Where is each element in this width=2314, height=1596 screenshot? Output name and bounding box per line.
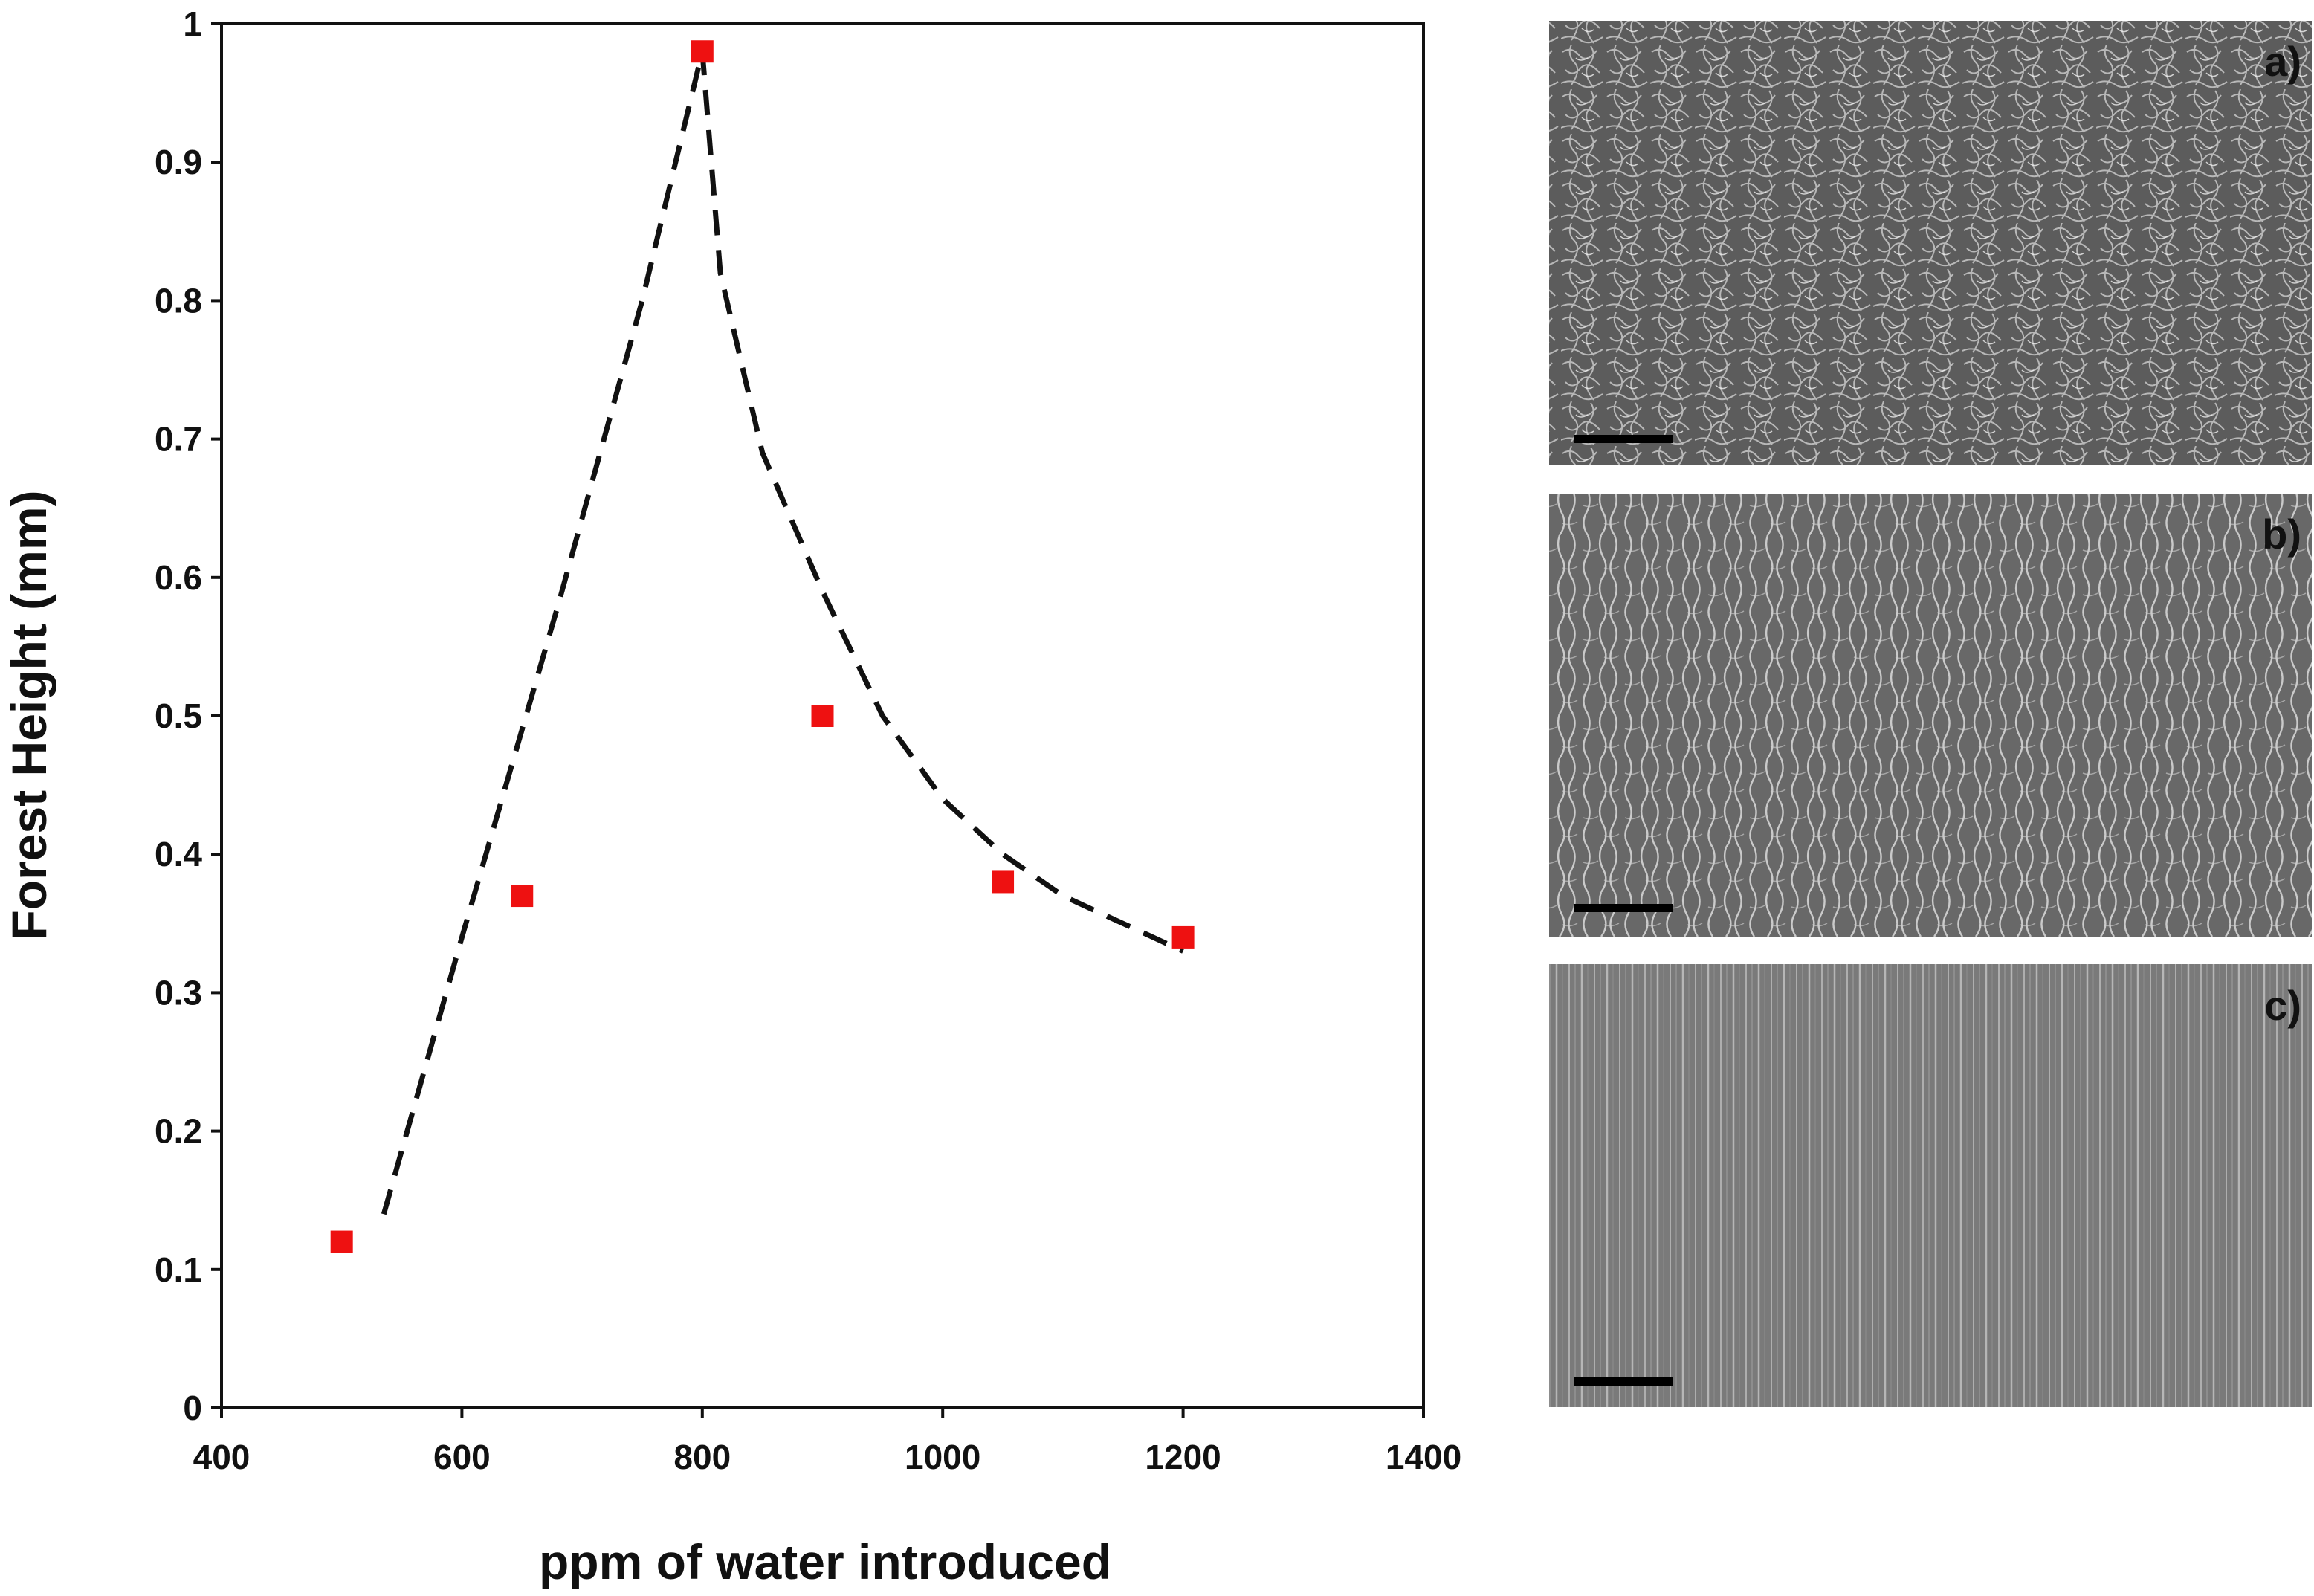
data-point (691, 40, 714, 63)
y-tick-label: 0.5 (155, 697, 202, 735)
x-tick-label: 600 (433, 1438, 491, 1476)
sem-panel-a: a) (1549, 21, 2312, 465)
y-tick-label: 0.6 (155, 558, 202, 597)
scale-bar-b (1574, 904, 1673, 912)
data-point (330, 1230, 353, 1253)
y-tick-label: 0.1 (155, 1250, 202, 1289)
x-tick-label: 400 (193, 1438, 251, 1476)
y-tick-label: 0.4 (155, 835, 202, 873)
x-axis-ticks: 400 600 800 1000 1200 1400 (193, 1408, 1461, 1476)
y-axis-title: Forest Height (mm) (1, 490, 56, 940)
y-tick-label: 0.8 (155, 281, 202, 320)
x-tick-label: 1400 (1386, 1438, 1461, 1476)
x-tick-label: 1000 (905, 1438, 980, 1476)
y-tick-label: 0.9 (155, 143, 202, 181)
x-tick-label: 800 (673, 1438, 731, 1476)
data-point (811, 705, 834, 727)
y-tick-label: 0.7 (155, 420, 202, 459)
panel-label-a: a) (2264, 38, 2301, 85)
data-point (992, 870, 1015, 894)
trend-line (381, 51, 1185, 1215)
data-point (1171, 925, 1195, 949)
x-axis-title: ppm of water introduced (539, 1534, 1111, 1589)
y-tick-label: 0.2 (155, 1112, 202, 1151)
sem-panel-c: c) (1549, 964, 2312, 1407)
scale-bar-a (1574, 435, 1673, 443)
y-tick-label: 1 (183, 4, 202, 43)
scale-bar-c (1574, 1377, 1673, 1386)
y-tick-label: 0 (183, 1389, 202, 1427)
data-point (511, 885, 534, 908)
y-tick-label: 0.3 (155, 973, 202, 1012)
x-tick-label: 1200 (1145, 1438, 1221, 1476)
panel-label-c: c) (2264, 982, 2301, 1029)
data-points (330, 40, 1195, 1253)
y-axis-ticks: 0 0.1 0.2 0.3 0.4 0.5 0.6 0.7 0.8 0.9 1 (155, 4, 222, 1427)
panel-label-b: b) (2262, 511, 2301, 558)
sem-panel-b: b) (1549, 494, 2312, 937)
